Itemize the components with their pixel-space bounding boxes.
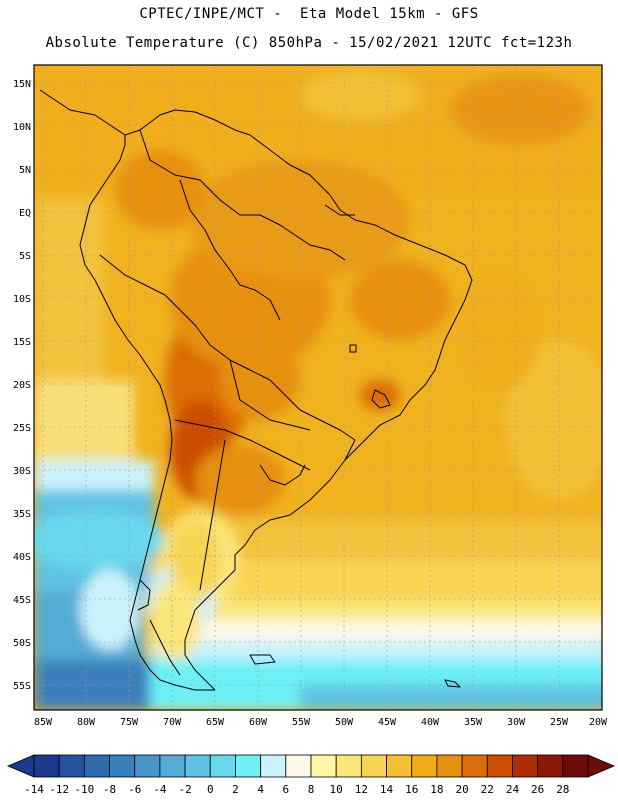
- lat-label: 35S: [13, 509, 31, 520]
- colorbar-swatch: [386, 754, 413, 778]
- colorbar-label: 24: [506, 783, 520, 796]
- lat-label: 25S: [13, 423, 31, 434]
- temperature-field: [34, 65, 602, 710]
- colorbar-label: 8: [308, 783, 315, 796]
- colorbar-label: 2: [232, 783, 239, 796]
- lon-label: 80W: [77, 717, 96, 728]
- lat-label: 40S: [13, 552, 31, 563]
- colorbar-swatch: [58, 754, 85, 778]
- lon-label: 45W: [378, 717, 397, 728]
- colorbar-swatch: [184, 754, 211, 778]
- map-frame: [33, 64, 603, 711]
- colorbar-label: 4: [257, 783, 264, 796]
- lat-label: 10N: [13, 122, 31, 133]
- colorbar-label: -4: [153, 783, 167, 796]
- colorbar-swatch: [486, 754, 513, 778]
- chart-title-line1: CPTEC/INPE/MCT - Eta Model 15km - GFS: [139, 6, 479, 22]
- colorbar-label: 18: [430, 783, 443, 796]
- colorbar-swatch: [134, 754, 161, 778]
- lat-label: 15S: [13, 337, 31, 348]
- colorbar-swatch: [461, 754, 488, 778]
- colorbar-label: 14: [380, 783, 394, 796]
- colorbar-left-arrow: [6, 754, 35, 778]
- lon-label: 60W: [249, 717, 268, 728]
- lat-label: EQ: [19, 208, 31, 219]
- chart-title-line2: Absolute Temperature (C) 850hPa - 15/02/…: [45, 35, 573, 51]
- colorbar-swatch: [235, 754, 262, 778]
- colorbar-swatch: [285, 754, 312, 778]
- coastline-and-borders: [39, 89, 473, 691]
- colorbar-label: 6: [283, 783, 290, 796]
- colorbar-label: -6: [128, 783, 141, 796]
- lon-label: 35W: [464, 717, 483, 728]
- colorbar-label: 22: [481, 783, 494, 796]
- lon-label: 55W: [292, 717, 311, 728]
- lon-label: 50W: [335, 717, 354, 728]
- latitude-axis: 15N 10N 5N EQ 5S 10S 15S 20S 25S 30S 35S…: [13, 79, 31, 692]
- lat-label: 15N: [13, 79, 31, 90]
- colorbar-label: 16: [405, 783, 418, 796]
- colorbar-label: 26: [531, 783, 544, 796]
- colorbar-swatch: [360, 754, 387, 778]
- colorbar-swatch: [436, 754, 463, 778]
- lat-label: 20S: [13, 380, 31, 391]
- colorbar-swatch: [159, 754, 186, 778]
- colorbar-label: -8: [103, 783, 116, 796]
- colorbar-swatch: [310, 754, 337, 778]
- colorbar-swatch: [512, 754, 539, 778]
- colorbar-right-arrow: [587, 754, 616, 778]
- colorbar-label: -14: [24, 783, 44, 796]
- lon-label: 20W: [589, 717, 608, 728]
- lat-label: 10S: [13, 294, 31, 305]
- lat-label: 45S: [13, 595, 31, 606]
- colorbar-swatch: [537, 754, 564, 778]
- lon-label: 25W: [550, 717, 569, 728]
- colorbar-label: 12: [355, 783, 368, 796]
- lat-label: 5N: [19, 165, 31, 176]
- longitude-axis: 85W 80W 75W 70W 65W 60W 55W 50W 45W 40W …: [34, 717, 608, 728]
- colorbar-swatch: [335, 754, 362, 778]
- colorbar-swatch: [33, 754, 60, 778]
- colorbar-label: 28: [556, 783, 569, 796]
- colorbar: -14 -12 -10 -8 -6 -4 -2 0 2 4 6 8 10 12 14 16 18 20 22 24 26…: [6, 754, 616, 796]
- lat-label: 30S: [13, 466, 31, 477]
- lat-label: 50S: [13, 638, 31, 649]
- lon-label: 85W: [34, 717, 53, 728]
- lon-label: 75W: [120, 717, 139, 728]
- colorbar-swatch: [260, 754, 287, 778]
- colorbar-swatch: [109, 754, 136, 778]
- colorbar-label: 0: [207, 783, 214, 796]
- lat-label: 5S: [19, 251, 31, 262]
- colorbar-label: 20: [455, 783, 468, 796]
- colorbar-swatch: [411, 754, 438, 778]
- lon-label: 65W: [206, 717, 225, 728]
- lon-label: 40W: [421, 717, 440, 728]
- lon-label: 30W: [507, 717, 526, 728]
- colorbar-swatch: [83, 754, 110, 778]
- colorbar-label: -10: [74, 783, 94, 796]
- colorbar-label: -2: [178, 783, 191, 796]
- colorbar-swatch: [562, 754, 589, 778]
- lon-label: 70W: [163, 717, 182, 728]
- colorbar-swatch: [209, 754, 236, 778]
- lat-label: 55S: [13, 681, 31, 692]
- colorbar-label: 10: [330, 783, 343, 796]
- colorbar-label: -12: [49, 783, 69, 796]
